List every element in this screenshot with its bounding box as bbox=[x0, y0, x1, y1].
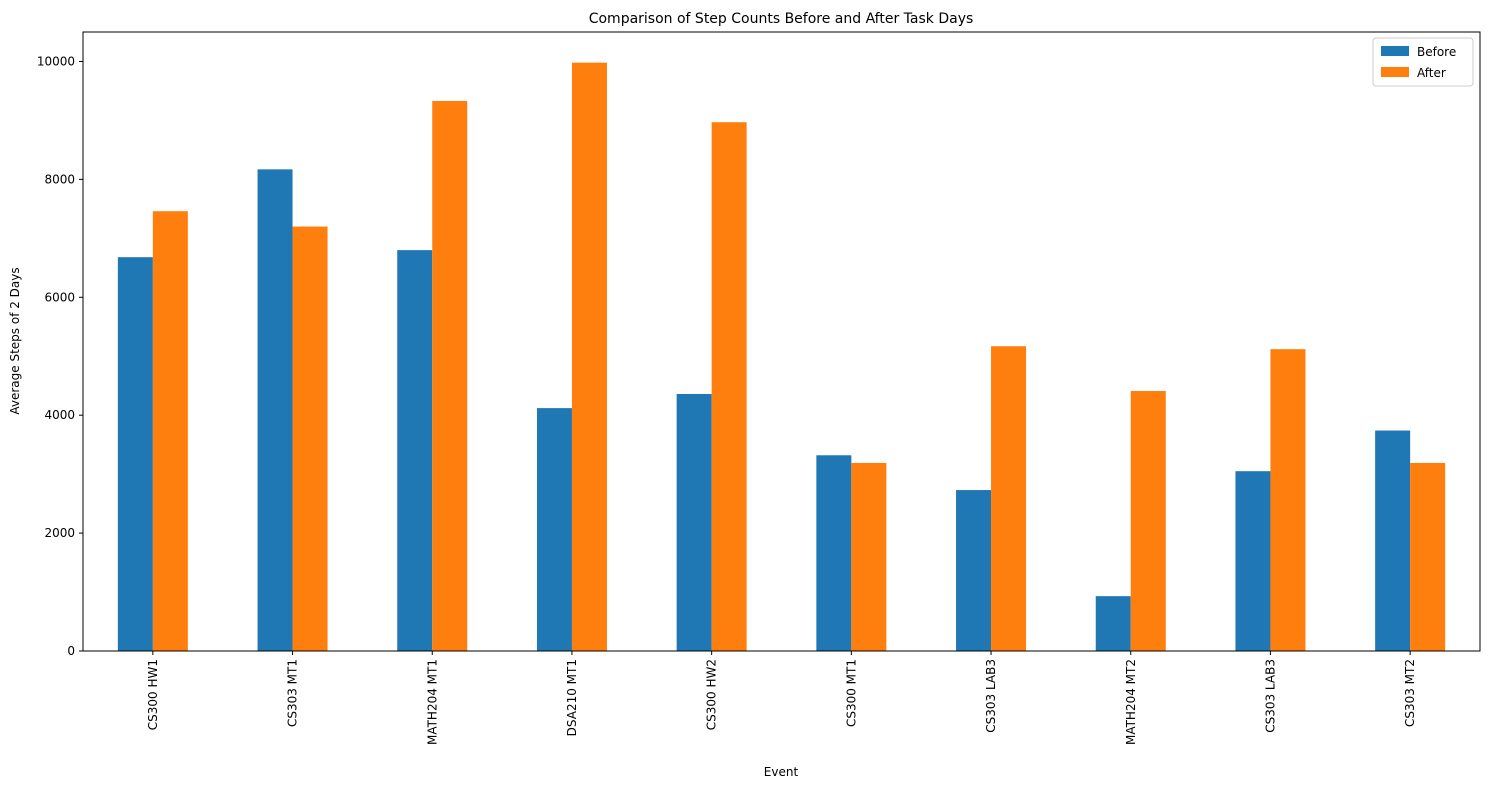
x-tick-label: CS303 LAB3 bbox=[1263, 659, 1277, 733]
bar-after-2 bbox=[432, 100, 468, 651]
x-axis-label: Event bbox=[764, 765, 799, 779]
legend-label-before: Before bbox=[1417, 45, 1456, 59]
bar-after-0 bbox=[152, 211, 188, 651]
bar-after-7 bbox=[1130, 391, 1166, 651]
bar-before-9 bbox=[1375, 430, 1411, 651]
bar-before-6 bbox=[956, 490, 992, 651]
bar-after-5 bbox=[851, 462, 887, 651]
bar-after-6 bbox=[991, 346, 1027, 651]
bar-before-0 bbox=[117, 257, 153, 651]
bar-before-7 bbox=[1095, 596, 1131, 651]
y-tick-label: 0 bbox=[67, 644, 75, 658]
legend-swatch-after bbox=[1381, 67, 1409, 77]
legend-swatch-before bbox=[1381, 46, 1409, 56]
plot-frame bbox=[82, 31, 1481, 652]
x-tick-label: CS300 HW1 bbox=[146, 659, 160, 730]
chart-title: Comparison of Step Counts Before and Aft… bbox=[589, 11, 974, 27]
x-tick-label: CS303 LAB3 bbox=[984, 659, 998, 733]
bar-before-5 bbox=[816, 455, 852, 651]
bar-after-1 bbox=[292, 226, 328, 652]
bar-before-8 bbox=[1235, 471, 1271, 651]
y-axis-label: Average Steps of 2 Days bbox=[8, 267, 22, 414]
axes-layer: 0 2000 4000 6000 8000 10000 CS300 HW1 CS303 MT1… bbox=[37, 31, 1481, 745]
y-tick-label: 10000 bbox=[37, 54, 75, 68]
bar-before-4 bbox=[676, 393, 712, 651]
legend-label-after: After bbox=[1417, 66, 1446, 80]
bar-after-4 bbox=[711, 122, 747, 651]
bar-before-1 bbox=[257, 169, 293, 651]
legend: Before After bbox=[1372, 37, 1474, 87]
x-tick-label: MATH204 MT2 bbox=[1124, 659, 1138, 745]
x-tick-label: CS303 MT1 bbox=[286, 659, 300, 727]
y-tick-label: 2000 bbox=[44, 526, 75, 540]
y-tick-label: 8000 bbox=[44, 172, 75, 186]
y-tick-label: 6000 bbox=[44, 290, 75, 304]
x-tick-label: DSA210 MT1 bbox=[565, 659, 579, 736]
bar-before-2 bbox=[397, 250, 433, 651]
bar-before-3 bbox=[536, 408, 572, 651]
x-tick-label: CS303 MT2 bbox=[1403, 659, 1417, 727]
x-tick-label: MATH204 MT1 bbox=[425, 659, 439, 745]
x-tick-label: CS300 HW2 bbox=[705, 659, 719, 730]
y-tick-label: 4000 bbox=[44, 408, 75, 422]
bars-layer bbox=[117, 62, 1446, 652]
bar-after-8 bbox=[1270, 349, 1306, 651]
bar-after-9 bbox=[1410, 462, 1446, 651]
bar-after-3 bbox=[571, 62, 607, 652]
x-tick-label: CS300 MT1 bbox=[844, 659, 858, 727]
